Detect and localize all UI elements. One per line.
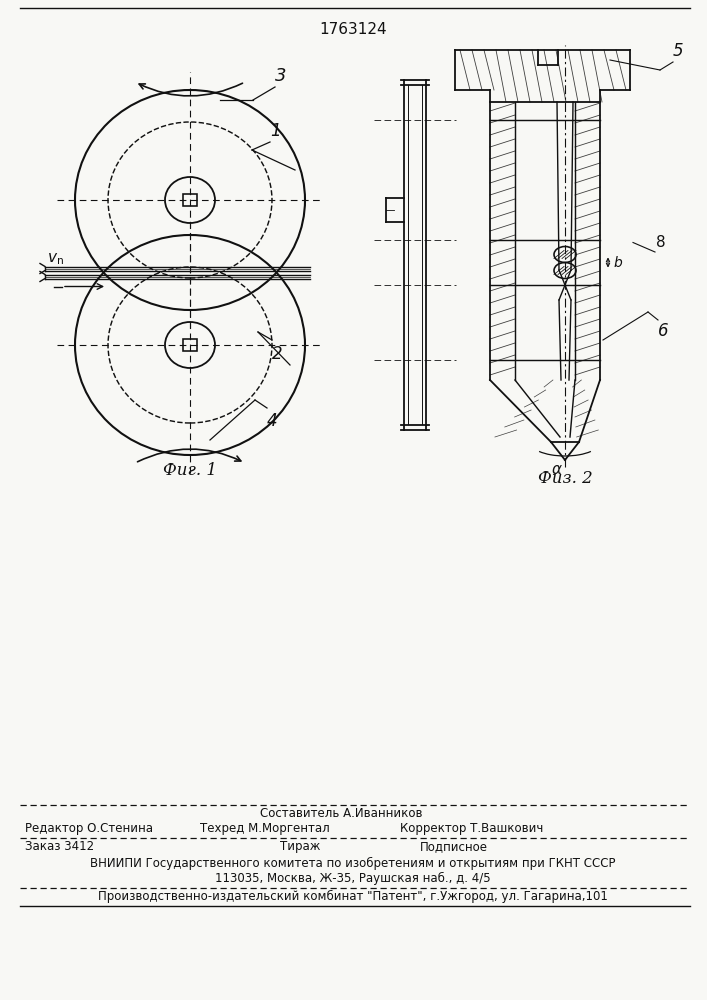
Text: $\it{8}$: $\it{8}$ xyxy=(655,234,665,250)
Text: $\it{b}$: $\it{b}$ xyxy=(613,255,623,270)
Text: 4: 4 xyxy=(267,412,278,430)
Bar xyxy=(183,194,197,206)
Text: Заказ 3412: Заказ 3412 xyxy=(25,840,94,853)
Text: Физ. 2: Физ. 2 xyxy=(537,470,592,487)
Text: Фиг. 1: Фиг. 1 xyxy=(163,462,217,479)
Text: Техред М.Моргентал: Техред М.Моргентал xyxy=(200,822,329,835)
Text: 6: 6 xyxy=(658,322,669,340)
Text: $v_{\rm n}$: $v_{\rm n}$ xyxy=(47,252,64,267)
Text: $\alpha$: $\alpha$ xyxy=(551,462,563,477)
Text: 113035, Москва, Ж-35, Раушская наб., д. 4/5: 113035, Москва, Ж-35, Раушская наб., д. … xyxy=(215,872,491,885)
Bar xyxy=(183,339,197,351)
Text: ВНИИПИ Государственного комитета по изобретениям и открытиям при ГКНТ СССР: ВНИИПИ Государственного комитета по изоб… xyxy=(90,857,616,870)
Text: Тираж: Тираж xyxy=(280,840,320,853)
Text: Подписное: Подписное xyxy=(420,840,488,853)
Text: 2: 2 xyxy=(272,345,283,363)
Text: 5: 5 xyxy=(673,42,684,60)
Text: 1: 1 xyxy=(270,122,281,140)
Text: 3: 3 xyxy=(275,67,286,85)
Text: Производственно-издательский комбинат "Патент", г.Ужгород, ул. Гагарина,101: Производственно-издательский комбинат "П… xyxy=(98,890,608,903)
Text: Составитель А.Иванников: Составитель А.Иванников xyxy=(260,807,423,820)
Text: 1763124: 1763124 xyxy=(319,22,387,37)
Text: Редактор О.Стенина: Редактор О.Стенина xyxy=(25,822,153,835)
Text: Корректор Т.Вашкович: Корректор Т.Вашкович xyxy=(400,822,544,835)
